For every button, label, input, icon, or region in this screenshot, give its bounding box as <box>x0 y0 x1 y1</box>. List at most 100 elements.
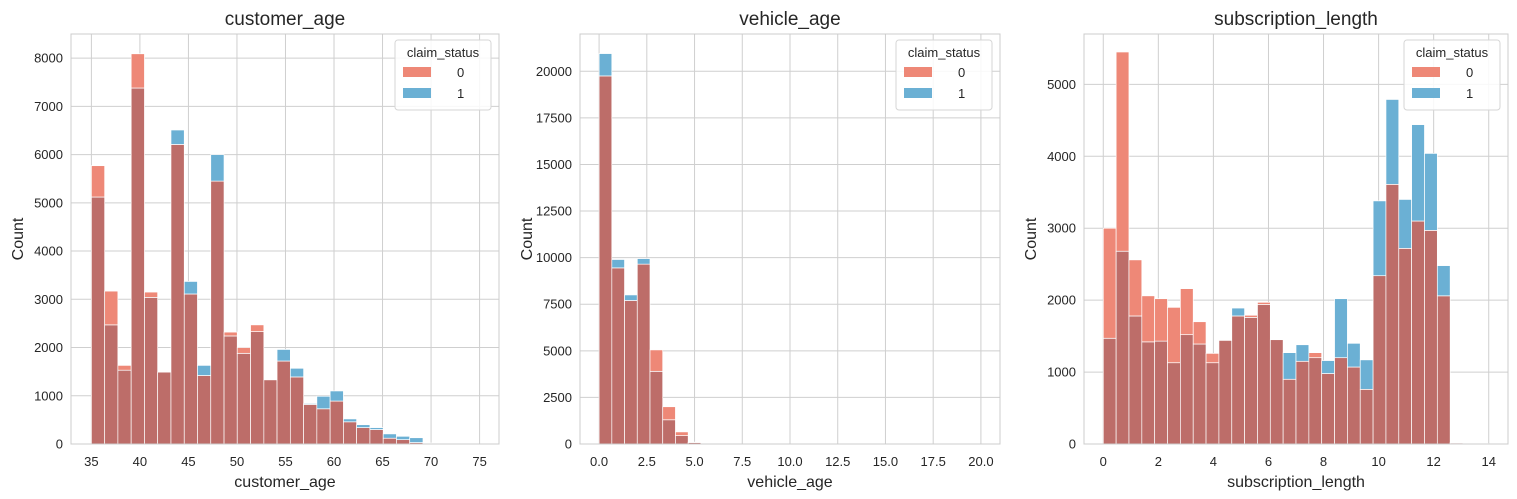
bar-series-1 <box>1436 265 1451 297</box>
bar-overlap <box>1244 317 1258 445</box>
bar-series-0 <box>1180 288 1194 336</box>
bar-series-0 <box>1154 298 1168 342</box>
bar-series-1 <box>409 437 424 443</box>
axes-frame <box>70 33 500 445</box>
y-tick-label: 12500 <box>536 204 572 219</box>
x-tick-label: 10 <box>1371 454 1385 469</box>
bar-series-0 <box>1192 321 1207 345</box>
x-tick-label: 6 <box>1265 454 1272 469</box>
y-tick-label: 2000 <box>34 340 63 355</box>
legend-label-0: 0 <box>457 65 464 80</box>
bar-overlap <box>1257 304 1271 445</box>
bar-series-1 <box>598 53 613 77</box>
y-tick-label: 5000 <box>1047 77 1076 92</box>
x-tick-label: 2 <box>1155 454 1162 469</box>
bar-overlap <box>1321 373 1335 445</box>
bar-series-1 <box>170 129 185 145</box>
x-tick-label: 70 <box>424 454 438 469</box>
bar-series-0 <box>91 165 106 198</box>
bar-overlap <box>183 293 198 445</box>
bar-overlap <box>382 437 397 445</box>
x-tick-label: 12 <box>1426 454 1440 469</box>
bar-series-0 <box>130 53 145 89</box>
y-tick-label: 8000 <box>34 51 63 66</box>
y-tick-label: 5000 <box>543 343 572 358</box>
bar-overlap <box>104 324 119 445</box>
bar-overlap <box>130 87 145 445</box>
x-tick-label: 55 <box>278 454 292 469</box>
bar-series-1 <box>396 435 411 441</box>
x-tick-label: 20.0 <box>968 454 993 469</box>
bar-series-0 <box>662 406 676 421</box>
bar-series-0 <box>104 290 119 326</box>
y-tick-label: 1000 <box>34 388 63 403</box>
subplot-title: vehicle_age <box>739 9 840 30</box>
bar-overlap <box>369 429 384 445</box>
y-tick-label: 0 <box>565 437 572 452</box>
bar-series-1 <box>624 294 638 301</box>
subplot-vehicle_age: 0.0 2.5 5.0 7.5 10.0 12.5 15.0 17.5 20.0 0 2500 500… <box>519 9 1001 491</box>
bar-series-1 <box>289 367 304 378</box>
bar-overlap <box>210 180 225 445</box>
bar-overlap <box>1128 315 1143 445</box>
bar-overlap <box>197 375 212 445</box>
bar-overlap <box>1102 337 1117 445</box>
bar-overlap <box>1218 340 1233 445</box>
bar-series-1 <box>1347 342 1361 368</box>
bar-series-0 <box>649 349 664 372</box>
legend-title: claim_status <box>908 45 981 60</box>
bar-series-0 <box>1308 352 1323 359</box>
bar-series-0 <box>1128 259 1143 317</box>
y-tick-label: 17500 <box>536 110 572 125</box>
bar-series-0 <box>1115 51 1130 252</box>
subplot-customer_age: 35 40 45 50 55 60 65 70 75 0 1000 2000 3000 4000 5000 6… <box>10 9 500 491</box>
bar-series-0 <box>1205 353 1220 364</box>
bar-series-1 <box>183 281 198 295</box>
x-tick-label: 65 <box>375 454 389 469</box>
bar-overlap <box>598 75 613 445</box>
bar-overlap <box>1141 341 1156 445</box>
y-tick-label: 4000 <box>1047 149 1076 164</box>
bar-series-1 <box>197 365 212 376</box>
bar-overlap <box>1398 248 1412 445</box>
bar-series-1 <box>1385 99 1400 185</box>
legend-swatch-0 <box>904 67 932 77</box>
y-tick-label: 10000 <box>536 250 572 265</box>
bar-series-1 <box>316 395 331 410</box>
bar-overlap <box>117 369 132 445</box>
x-axis-label: subscription_length <box>1227 474 1365 491</box>
bar-overlap <box>636 263 651 445</box>
y-tick-label: 3000 <box>34 292 63 307</box>
x-tick-label: 12.5 <box>825 454 850 469</box>
x-tick-label: 0 <box>1100 454 1107 469</box>
y-tick-label: 0 <box>56 437 63 452</box>
y-tick-label: 20000 <box>536 64 572 79</box>
x-tick-label: 10.0 <box>777 454 802 469</box>
bar-overlap <box>649 370 664 445</box>
bar-overlap <box>396 439 411 445</box>
bar-overlap <box>624 300 638 445</box>
bar-series-1 <box>343 418 357 423</box>
bar-overlap <box>343 421 357 445</box>
bar-overlap <box>1154 340 1168 445</box>
bar-series-0 <box>1244 314 1258 318</box>
bar-series-1 <box>210 154 225 182</box>
y-tick-label: 15000 <box>536 157 572 172</box>
bar-series-0 <box>250 324 265 332</box>
y-axis-label: Count <box>10 217 27 260</box>
bar-overlap <box>1282 378 1297 445</box>
bar-series-0 <box>1167 306 1181 364</box>
axes-frame <box>1083 33 1509 445</box>
bar-series-1 <box>369 427 384 430</box>
subplot-title: customer_age <box>225 9 345 30</box>
legend: claim_status 0 1 <box>895 39 993 111</box>
legend: claim_status 0 1 <box>394 39 492 111</box>
axes-frame <box>579 33 1001 445</box>
x-tick-label: 14 <box>1481 454 1495 469</box>
x-tick-label: 8 <box>1320 454 1327 469</box>
bar-overlap <box>1192 343 1207 445</box>
bar-series-1 <box>1372 200 1387 277</box>
x-tick-label: 0.0 <box>590 454 608 469</box>
bar-overlap <box>1436 295 1451 445</box>
bar-overlap <box>1205 362 1220 445</box>
